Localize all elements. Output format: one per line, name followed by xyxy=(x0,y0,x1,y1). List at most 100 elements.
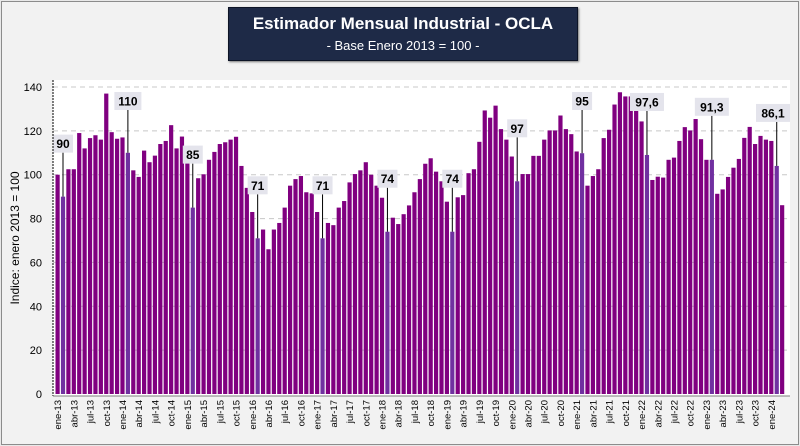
bar-sep-13 xyxy=(98,139,103,394)
bar-ago-23 xyxy=(742,137,747,395)
x-tick-label: ene-24 xyxy=(767,400,778,430)
bar-sep-16 xyxy=(293,179,298,394)
y-axis-label: Indice: enero 2013 = 100 xyxy=(8,171,22,304)
bar-nov-23 xyxy=(758,135,763,395)
bar-abr-15 xyxy=(201,174,206,394)
annotation-box xyxy=(312,176,333,195)
annotation-box xyxy=(629,92,664,111)
data-label: 110 xyxy=(118,95,138,109)
bar-mar-21 xyxy=(585,185,590,394)
x-tick-label: jul-23 xyxy=(734,400,745,424)
x-tick-label: ene-19 xyxy=(442,400,453,430)
bar-jun-18 xyxy=(406,205,412,394)
bar-oct-23 xyxy=(753,144,758,394)
bar-nov-22 xyxy=(693,119,698,394)
x-tick-label: abr-22 xyxy=(653,400,664,427)
bar-ene-22 xyxy=(639,121,644,394)
x-tick-label: oct-23 xyxy=(751,400,762,426)
bar-may-16 xyxy=(271,229,276,394)
bar-mar-20 xyxy=(520,174,525,394)
x-tick-label: abr-18 xyxy=(394,400,405,427)
data-label: 97 xyxy=(511,122,525,136)
bar-ene-18 xyxy=(379,197,385,394)
bar-jun-22 xyxy=(666,159,671,394)
bar-feb-22 xyxy=(644,154,650,394)
bar-mar-22 xyxy=(650,179,655,394)
data-label: 85 xyxy=(186,148,200,162)
bar-ene-16 xyxy=(250,211,255,394)
bar-feb-23 xyxy=(709,159,714,394)
bar-may-20 xyxy=(531,155,536,394)
bar-jun-13 xyxy=(82,148,87,394)
bar-nov-15 xyxy=(239,165,244,394)
bar-jul-23 xyxy=(736,158,741,394)
bar-oct-20 xyxy=(558,115,563,394)
bar-jul-19 xyxy=(477,141,482,394)
bar-dic-15 xyxy=(244,187,249,394)
y-tick-label: 0 xyxy=(36,389,42,401)
x-tick-label: oct-18 xyxy=(426,400,437,426)
bar-abr-17 xyxy=(331,225,336,394)
bar-nov-19 xyxy=(498,129,504,395)
bar-ene-14 xyxy=(120,137,125,394)
bar-sep-22 xyxy=(682,127,687,395)
bar-may-13 xyxy=(77,133,82,395)
bar-abr-20 xyxy=(525,174,531,394)
bar-feb-20 xyxy=(515,181,520,394)
bar-sep-19 xyxy=(488,117,493,394)
y-tick-label: 40 xyxy=(30,301,42,313)
x-tick-label: abr-16 xyxy=(264,400,275,427)
bar-may-23 xyxy=(725,176,731,394)
bar-ago-21 xyxy=(612,104,617,395)
bar-dic-23 xyxy=(763,139,769,394)
bar-jun-20 xyxy=(536,155,541,394)
y-tick-label: 20 xyxy=(30,345,42,357)
x-tick-label: jul-21 xyxy=(605,400,616,424)
x-tick-label: abr-17 xyxy=(329,400,340,427)
bar-mar-18 xyxy=(390,217,395,394)
bar-nov-13 xyxy=(109,132,114,394)
x-tick-label: oct-16 xyxy=(296,400,307,426)
x-tick-label: jul-15 xyxy=(215,400,226,424)
bar-feb-24 xyxy=(774,165,779,394)
bar-feb-21 xyxy=(579,153,585,394)
bar-jul-22 xyxy=(671,157,677,394)
bar-ene-15 xyxy=(185,152,190,394)
x-tick-label: abr-20 xyxy=(524,400,535,427)
bar-feb-15 xyxy=(190,207,195,394)
bar-may-19 xyxy=(466,173,471,394)
x-tick-label: ene-23 xyxy=(702,400,713,430)
bar-mar-19 xyxy=(455,197,460,394)
bar-oct-19 xyxy=(493,105,498,394)
bar-jul-20 xyxy=(542,139,547,394)
data-label: 95 xyxy=(575,95,589,109)
bar-jun-17 xyxy=(342,201,347,394)
x-tick-label: oct-21 xyxy=(621,400,632,426)
bar-ago-16 xyxy=(288,185,293,394)
bar-dic-17 xyxy=(374,185,379,394)
bar-ago-14 xyxy=(158,144,163,394)
bar-dic-18 xyxy=(439,181,444,394)
bar-ene-20 xyxy=(509,156,514,394)
chart-subtitle: - Base Enero 2013 = 100 - xyxy=(326,38,480,53)
annotation-box xyxy=(507,119,528,138)
annotation-box xyxy=(53,134,74,153)
bar-ago-18 xyxy=(417,179,422,394)
bar-ene-23 xyxy=(704,159,709,394)
bar-feb-19 xyxy=(450,231,455,394)
x-tick-label: oct-17 xyxy=(361,400,372,426)
x-tick-label: oct-15 xyxy=(232,400,243,426)
bar-jul-18 xyxy=(412,192,417,394)
bar-feb-17 xyxy=(320,238,325,394)
annotation-box xyxy=(694,97,729,116)
data-label: 90 xyxy=(56,137,70,151)
bar-oct-22 xyxy=(688,130,693,394)
bar-jul-15 xyxy=(217,144,222,394)
bar-feb-16 xyxy=(255,238,260,394)
bar-undefined xyxy=(780,205,785,394)
x-tick-label: jul-17 xyxy=(345,400,356,424)
bar-oct-13 xyxy=(104,93,109,394)
bar-sep-20 xyxy=(552,130,558,394)
bar-mar-15 xyxy=(196,178,201,394)
bar-oct-17 xyxy=(363,162,368,394)
